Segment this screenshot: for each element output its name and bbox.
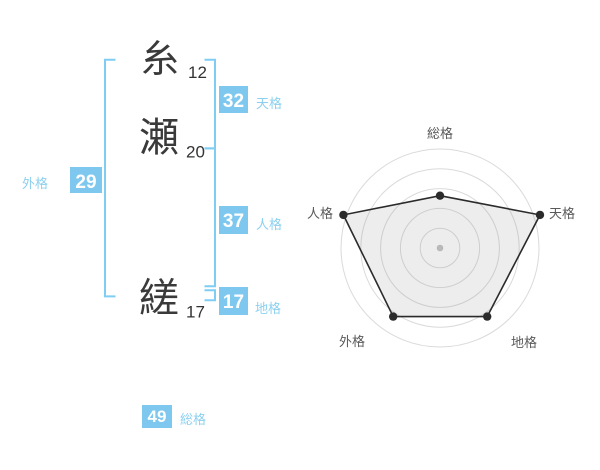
svg-text:外格: 外格 [22,176,48,191]
svg-text:糸: 糸 [141,39,179,81]
svg-text:人格: 人格 [307,206,333,221]
svg-text:瀬: 瀬 [139,116,179,160]
svg-text:外格: 外格 [339,334,365,349]
svg-text:地格: 地格 [255,301,281,316]
svg-text:32: 32 [223,91,244,112]
svg-text:37: 37 [223,211,244,232]
svg-text:縒: 縒 [139,277,179,321]
svg-text:地格: 地格 [511,335,537,350]
svg-text:29: 29 [75,172,96,193]
svg-text:総格: 総格 [427,126,453,141]
svg-text:20: 20 [186,143,205,162]
svg-text:17: 17 [223,292,244,313]
svg-text:17: 17 [186,303,205,322]
svg-text:天格: 天格 [549,206,575,221]
svg-text:49: 49 [148,407,167,426]
svg-text:総格: 総格 [180,412,206,427]
svg-text:人格: 人格 [256,217,282,232]
svg-text:天格: 天格 [256,96,282,111]
svg-text:12: 12 [188,63,207,82]
